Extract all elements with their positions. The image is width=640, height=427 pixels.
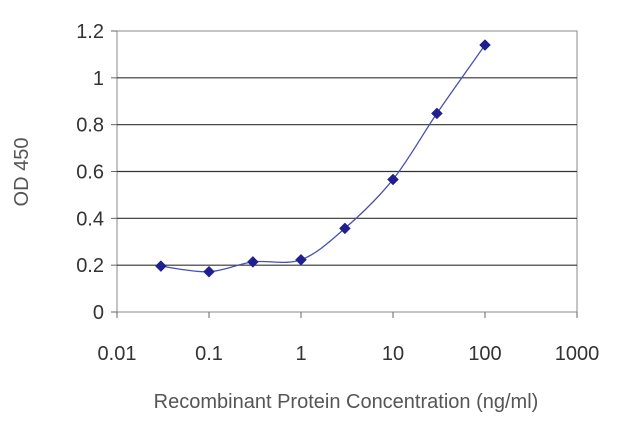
data-point <box>295 253 307 266</box>
y-axis-label: OD 450 <box>11 138 33 207</box>
data-point <box>247 256 259 268</box>
y-tick-label: 0.2 <box>76 255 104 277</box>
y-tick-label: 0.6 <box>76 162 104 184</box>
y-tick-label: 1 <box>93 68 104 90</box>
data-point <box>339 222 351 235</box>
y-tick-label: 1.2 <box>76 21 104 43</box>
x-tick-label: 1 <box>295 343 306 365</box>
data-point <box>431 107 443 120</box>
y-axis-ticks: 0 0.2 0.4 0.6 0.8 1 1.2 <box>76 21 117 324</box>
data-point <box>479 39 491 51</box>
x-tick-label: 0.01 <box>98 343 137 365</box>
y-tick-label: 0 <box>93 302 104 324</box>
data-points <box>155 39 491 278</box>
data-point <box>155 260 167 272</box>
x-axis-ticks: 0.01 0.1 1 10 100 1000 <box>98 312 600 365</box>
y-tick-label: 0.4 <box>76 208 104 230</box>
y-tick-label: 0.8 <box>76 115 104 137</box>
gridlines <box>117 77 577 266</box>
x-tick-label: 100 <box>468 343 501 365</box>
data-point <box>203 265 215 278</box>
x-tick-label: 0.1 <box>195 343 223 365</box>
x-tick-label: 1000 <box>555 343 600 365</box>
x-tick-label: 10 <box>382 343 404 365</box>
data-point <box>387 173 399 186</box>
x-axis-label: Recombinant Protein Concentration (ng/ml… <box>154 391 539 413</box>
